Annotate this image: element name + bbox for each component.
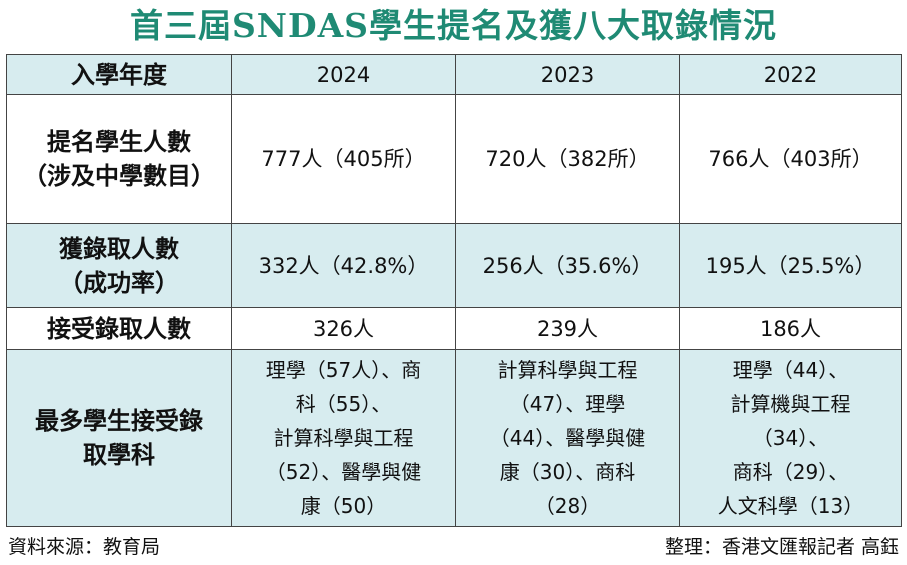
- subjects-2022: 理學（44）、 計算機與工程 （34）、 商科（29）、 人文科學（13）: [679, 349, 902, 527]
- admitted-row: 獲錄取人數 （成功率） 332人（42.8%） 256人（35.6%） 195人…: [6, 223, 902, 308]
- accepted-2022: 186人: [679, 307, 902, 350]
- nominated-2024: 777人（405所）: [231, 94, 456, 224]
- nominated-label: 提名學生人數 （涉及中學數目）: [6, 94, 232, 224]
- admitted-2023: 256人（35.6%）: [455, 223, 680, 308]
- year-2023: 2023: [455, 54, 680, 95]
- header-row: 入學年度 2024 2023 2022: [6, 54, 902, 95]
- subjects-2024: 理學（57人）、商 科（55）、 計算科學與工程 （52）、醫學與健 康（50）: [231, 349, 456, 527]
- subjects-row: 最多學生接受錄 取學科 理學（57人）、商 科（55）、 計算科學與工程 （52…: [6, 349, 902, 527]
- subjects-2023: 計算科學與工程 （47）、理學 （44）、醫學與健 康（30）、商科 （28）: [455, 349, 680, 527]
- source-note: 資料來源：教育局: [8, 536, 161, 558]
- nominated-row: 提名學生人數 （涉及中學數目） 777人（405所） 720人（382所） 76…: [6, 94, 902, 224]
- subjects-label: 最多學生接受錄 取學科: [6, 349, 232, 527]
- admitted-label: 獲錄取人數 （成功率）: [6, 223, 232, 308]
- table-title: 首三屆SNDAS學生提名及獲八大取錄情況: [129, 6, 778, 45]
- accepted-2024: 326人: [231, 307, 456, 350]
- admission-table: 入學年度 2024 2023 2022 提名學生人數 （涉及中學數目） 777人…: [6, 54, 902, 527]
- accepted-label: 接受錄取人數: [6, 307, 232, 350]
- year-2022: 2022: [679, 54, 902, 95]
- nominated-2022: 766人（403所）: [679, 94, 902, 224]
- admitted-2024: 332人（42.8%）: [231, 223, 456, 308]
- admitted-2022: 195人（25.5%）: [679, 223, 902, 308]
- year-header-label: 入學年度: [6, 54, 232, 95]
- year-2024: 2024: [231, 54, 456, 95]
- accepted-2023: 239人: [455, 307, 680, 350]
- accepted-row: 接受錄取人數 326人 239人 186人: [6, 307, 902, 350]
- credit-note: 整理：香港文匯報記者 高鈺: [664, 536, 899, 558]
- nominated-2023: 720人（382所）: [455, 94, 680, 224]
